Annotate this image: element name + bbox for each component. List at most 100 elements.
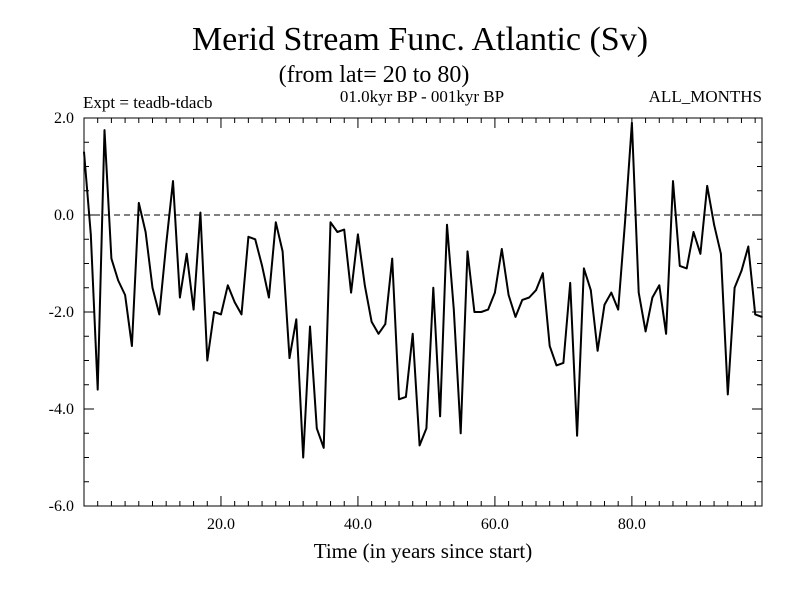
data-point <box>405 396 407 398</box>
data-point <box>96 388 99 391</box>
data-point <box>144 231 147 233</box>
data-point <box>151 286 154 289</box>
data-point <box>562 362 565 364</box>
data-point <box>363 284 366 287</box>
data-point <box>110 257 113 260</box>
data-point <box>720 253 722 255</box>
data-point <box>165 243 167 245</box>
y-tick-label: -4.0 <box>49 401 74 418</box>
data-point <box>631 122 633 124</box>
data-point <box>610 291 613 294</box>
data-point <box>137 202 140 204</box>
data-point <box>254 238 257 241</box>
data-point <box>117 279 120 282</box>
data-point <box>679 265 681 267</box>
data-point <box>569 282 572 284</box>
data-point <box>316 427 318 430</box>
data-point <box>384 323 387 325</box>
period-label: 01.0kyr BP - 001kyr BP <box>340 87 504 106</box>
data-point <box>624 221 626 224</box>
data-point <box>466 250 469 253</box>
data-point <box>281 250 284 253</box>
data-point <box>158 313 161 316</box>
data-point <box>583 267 585 270</box>
data-point <box>83 151 85 153</box>
data-point <box>713 223 715 226</box>
ticks-layer <box>83 117 762 507</box>
data-point <box>247 236 250 238</box>
data-point <box>535 289 537 291</box>
data-point <box>596 350 599 352</box>
data-point <box>651 296 654 299</box>
y-tick-label: 0.0 <box>54 207 74 224</box>
data-point <box>617 308 619 311</box>
chart-title: Merid Stream Func. Atlantic (Sv) <box>192 21 648 58</box>
data-point <box>227 284 229 287</box>
data-point <box>336 231 339 233</box>
y-tick-label: 2.0 <box>54 110 74 127</box>
data-point <box>487 308 489 311</box>
data-point <box>500 248 503 250</box>
x-tick-label: 40.0 <box>344 516 372 533</box>
data-point <box>473 311 476 313</box>
data-point <box>726 393 729 396</box>
data-points-layer <box>83 122 763 459</box>
data-point <box>233 301 236 304</box>
data-point <box>754 313 756 316</box>
data-point <box>370 320 373 323</box>
y-tick-label: -2.0 <box>49 304 74 321</box>
data-point <box>131 345 133 347</box>
data-point <box>439 415 441 418</box>
data-point <box>733 286 736 289</box>
data-point <box>172 180 174 182</box>
data-point <box>302 456 304 459</box>
data-point <box>706 185 709 187</box>
experiment-label: Expt = teadb-tdacb <box>83 93 212 112</box>
data-point <box>740 269 743 272</box>
tick-labels-layer: 20.0 40.0 60.0 80.0 2.0 0.0 -2.0 -4.0 -6.0 <box>49 110 646 533</box>
data-point <box>213 311 215 313</box>
data-point <box>685 267 688 270</box>
data-point <box>761 316 763 318</box>
data-point <box>480 311 483 313</box>
data-point <box>103 129 106 131</box>
data-point <box>692 231 695 233</box>
plot-frame <box>83 117 763 507</box>
x-tick-label: 60.0 <box>481 516 509 533</box>
data-point <box>411 333 414 335</box>
data-point <box>377 333 380 335</box>
data-point <box>672 180 674 182</box>
data-point <box>637 291 640 294</box>
x-tick-label: 80.0 <box>618 516 646 533</box>
data-point <box>90 233 92 236</box>
data-point <box>309 325 311 328</box>
data-point <box>446 223 448 226</box>
data-point <box>329 221 332 224</box>
data-point <box>514 316 517 318</box>
data-point <box>357 233 359 236</box>
data-point <box>699 253 702 255</box>
data-point <box>665 333 667 335</box>
data-point <box>548 345 551 347</box>
data-point <box>453 308 455 311</box>
data-point <box>288 357 291 359</box>
data-point <box>603 303 606 306</box>
data-point <box>391 257 393 260</box>
chart-subtitle: (from lat= 20 to 80) <box>279 62 470 88</box>
data-point <box>220 313 222 316</box>
data-point <box>542 272 544 275</box>
x-tick-label: 20.0 <box>207 516 235 533</box>
data-point <box>507 294 510 296</box>
data-point <box>747 245 750 248</box>
data-point <box>261 265 263 267</box>
data-point <box>274 221 277 224</box>
data-point <box>343 228 346 231</box>
data-point <box>418 444 421 447</box>
data-point <box>295 318 298 321</box>
data-point <box>494 291 496 294</box>
data-point <box>576 434 578 437</box>
data-point <box>192 308 195 311</box>
data-point <box>459 432 462 435</box>
y-tick-label: -6.0 <box>49 498 74 515</box>
x-axis-label: Time (in years since start) <box>314 539 533 563</box>
